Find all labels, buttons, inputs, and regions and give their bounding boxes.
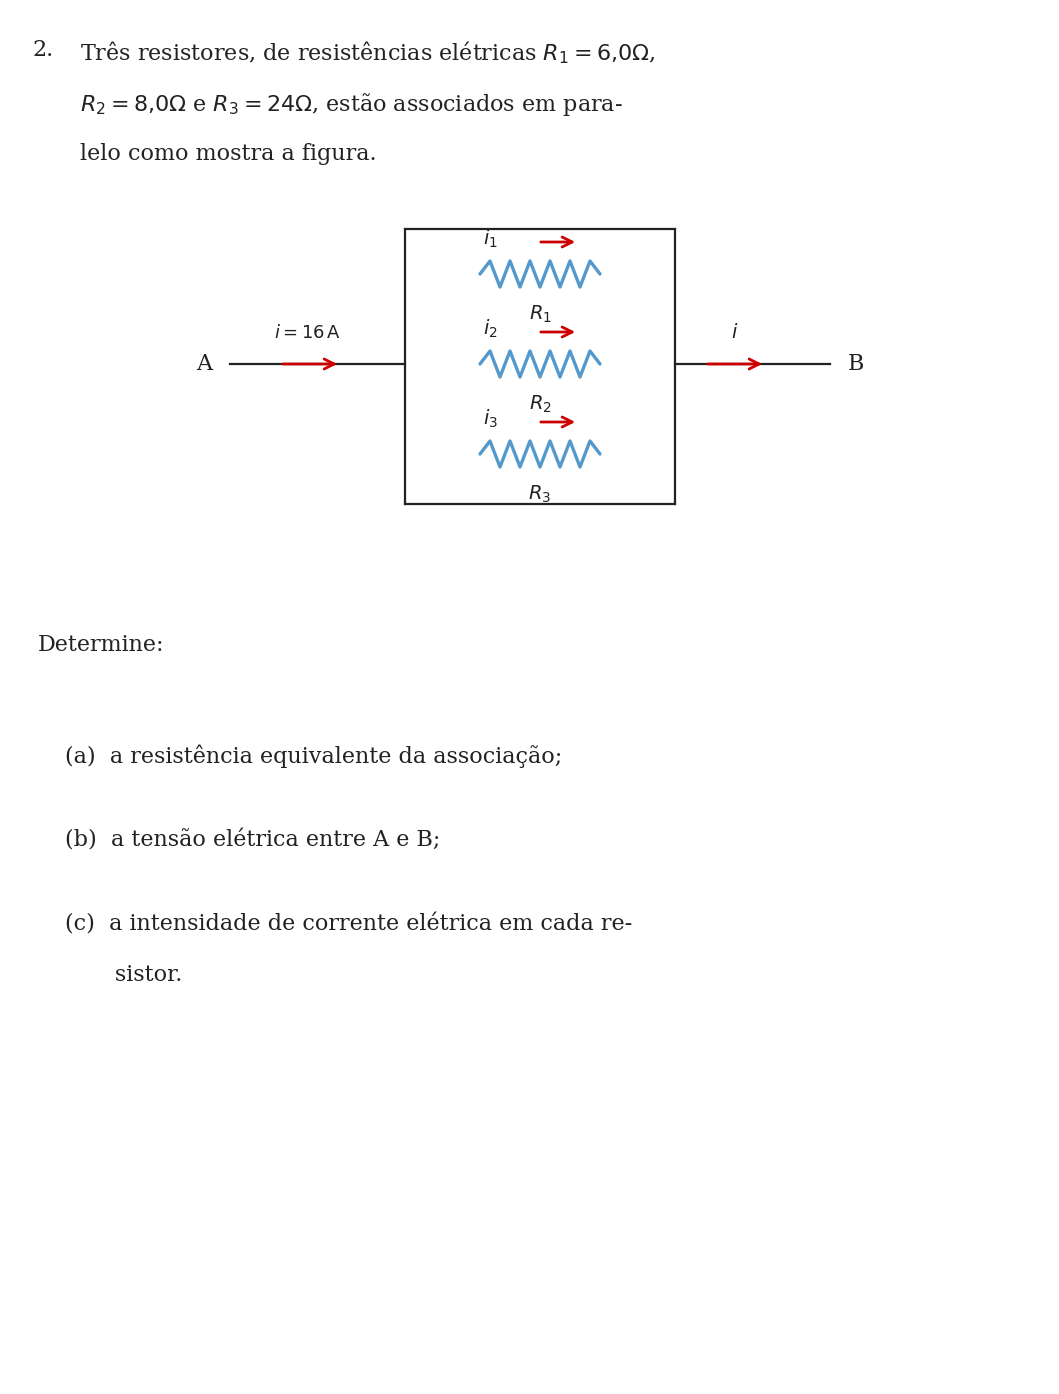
Text: Determine:: Determine: <box>38 634 164 657</box>
Text: sistor.: sistor. <box>65 965 182 986</box>
Text: $i_2$: $i_2$ <box>483 318 498 340</box>
Text: lelo como mostra a figura.: lelo como mostra a figura. <box>80 144 377 164</box>
Text: Três resistores, de resistências elétricas $R_1 = 6{,}0\Omega$,: Três resistores, de resistências elétric… <box>80 39 656 66</box>
Text: (c)  a intensidade de corrente elétrica em cada re-: (c) a intensidade de corrente elétrica e… <box>65 914 632 935</box>
Text: $i_3$: $i_3$ <box>483 408 498 431</box>
Text: $i = 16\,\mathrm{A}$: $i = 16\,\mathrm{A}$ <box>274 323 342 342</box>
Text: $i$: $i$ <box>732 323 739 342</box>
Text: B: B <box>848 353 864 375</box>
Text: $R_3$: $R_3$ <box>528 484 552 505</box>
Text: A: A <box>196 353 212 375</box>
Text: $R_2 = 8{,}0\Omega$ e $R_3 = 24\Omega$, estão associados em para-: $R_2 = 8{,}0\Omega$ e $R_3 = 24\Omega$, … <box>80 91 623 118</box>
Text: $R_1$: $R_1$ <box>528 304 552 325</box>
Text: (b)  a tensão elétrica entre A e B;: (b) a tensão elétrica entre A e B; <box>65 829 441 850</box>
Text: $R_2$: $R_2$ <box>528 395 552 415</box>
Text: (a)  a resistência equivalente da associação;: (a) a resistência equivalente da associa… <box>65 744 562 768</box>
Text: 2.: 2. <box>32 39 53 61</box>
Text: $i_1$: $i_1$ <box>483 227 498 250</box>
